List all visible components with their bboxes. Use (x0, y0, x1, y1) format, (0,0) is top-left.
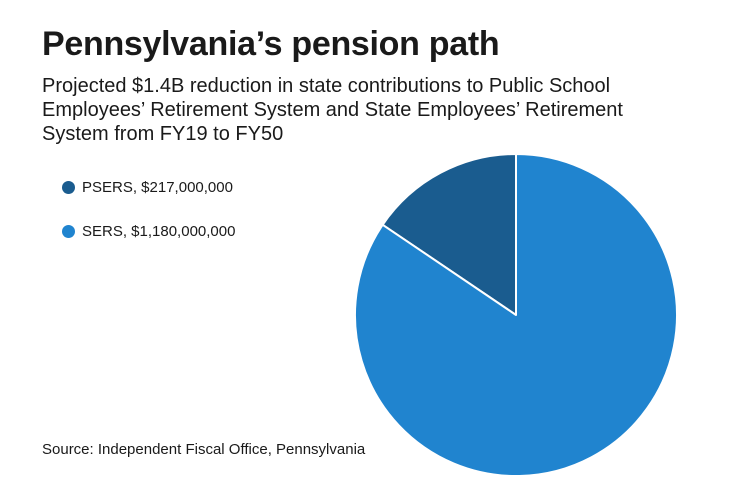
pie-slice-sers (353, 153, 678, 477)
legend-item-sers: SERS, $1,180,000,000 (62, 220, 235, 242)
legend-swatch-psers (62, 180, 75, 194)
chart-subtitle: Projected $1.4B reduction in state contr… (42, 75, 623, 145)
chart-title: Pennsylvania’s pension path (42, 25, 500, 63)
legend-swatch-sers (62, 224, 75, 238)
legend-item-psers: PSERS, $217,000,000 (62, 176, 235, 198)
source-note: Source: Independent Fiscal Office, Penns… (42, 441, 366, 458)
legend-label-sers: SERS, $1,180,000,000 (82, 222, 236, 240)
legend-label-psers: PSERS, $217,000,000 (82, 178, 233, 196)
pie-slice-psers (381, 153, 517, 316)
legend: PSERS, $217,000,000 SERS, $1,180,000,000 (62, 176, 235, 264)
